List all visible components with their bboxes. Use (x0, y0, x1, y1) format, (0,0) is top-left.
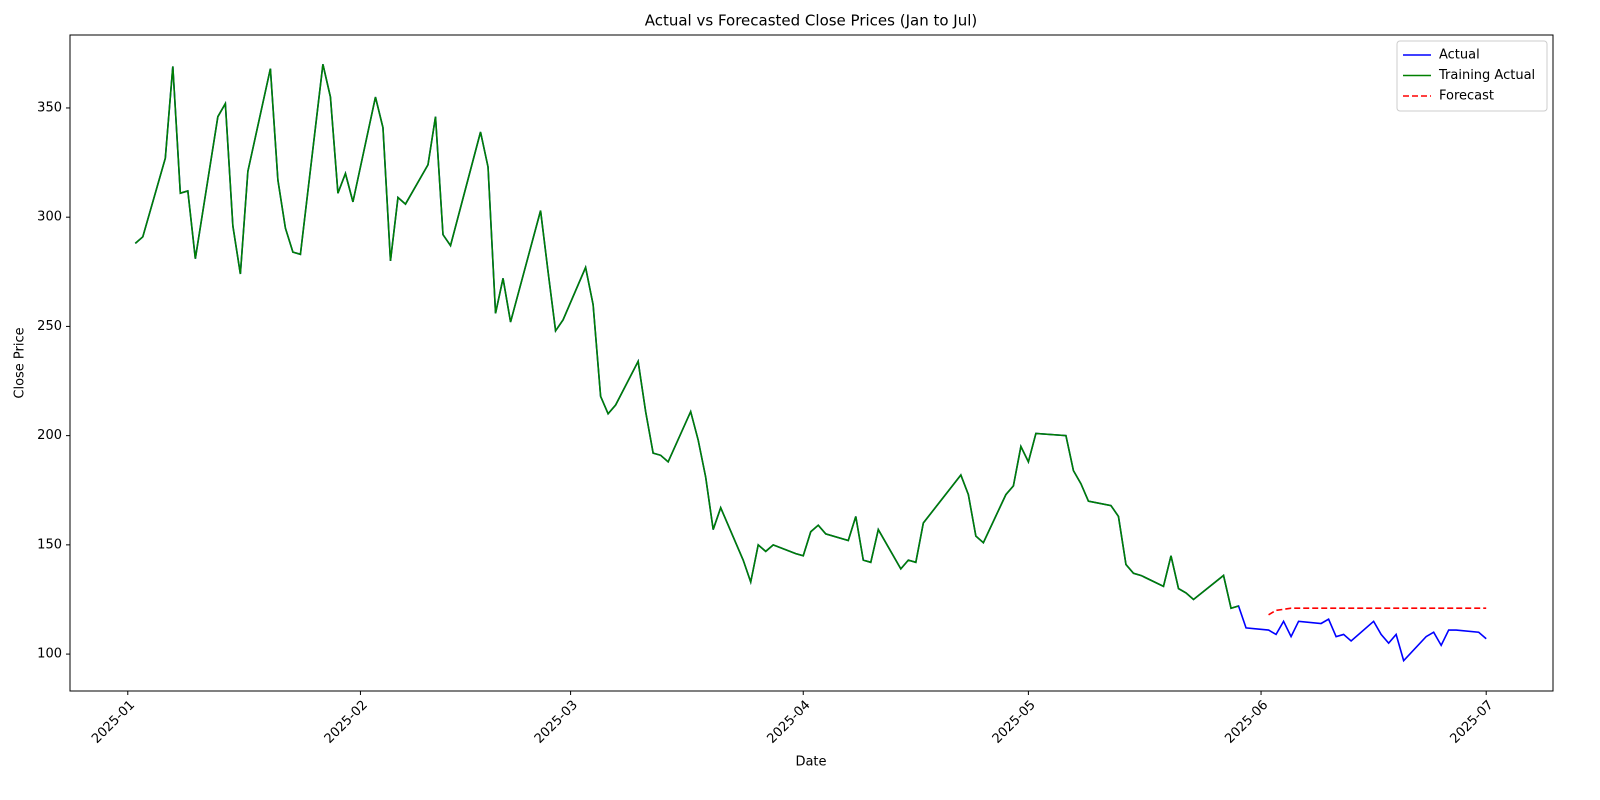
legend-label: Actual (1439, 48, 1480, 63)
x-tick-label: 2025-05 (990, 698, 1039, 747)
x-axis-label: Date (795, 755, 826, 770)
x-tick-label: 2025-06 (1222, 698, 1271, 747)
x-tick-label: 2025-03 (532, 698, 581, 747)
y-tick-label: 300 (37, 210, 62, 225)
series-line (1268, 607, 1487, 616)
y-axis-label: Close Price (13, 327, 28, 398)
y-tick-label: 200 (37, 428, 62, 443)
series-line (134, 64, 1487, 663)
plot-frame (69, 34, 1554, 692)
x-tick-label: 2025-04 (765, 698, 814, 747)
y-tick-label: 350 (37, 100, 62, 115)
x-tick-label: 2025-01 (89, 698, 138, 747)
y-tick-label: 150 (37, 537, 62, 552)
legend-label: Forecast (1439, 89, 1494, 104)
y-tick-label: 250 (37, 319, 62, 334)
chart-title: Actual vs Forecasted Close Prices (Jan t… (645, 12, 978, 30)
y-tick-label: 100 (37, 647, 62, 662)
series-line (134, 64, 1239, 610)
x-tick-label: 2025-02 (322, 698, 371, 747)
legend: Actual Training Actual Forecast (1396, 40, 1548, 112)
x-tick-label: 2025-07 (1447, 698, 1496, 747)
legend-label: Training Actual (1438, 68, 1535, 83)
legend-box (1396, 40, 1548, 112)
